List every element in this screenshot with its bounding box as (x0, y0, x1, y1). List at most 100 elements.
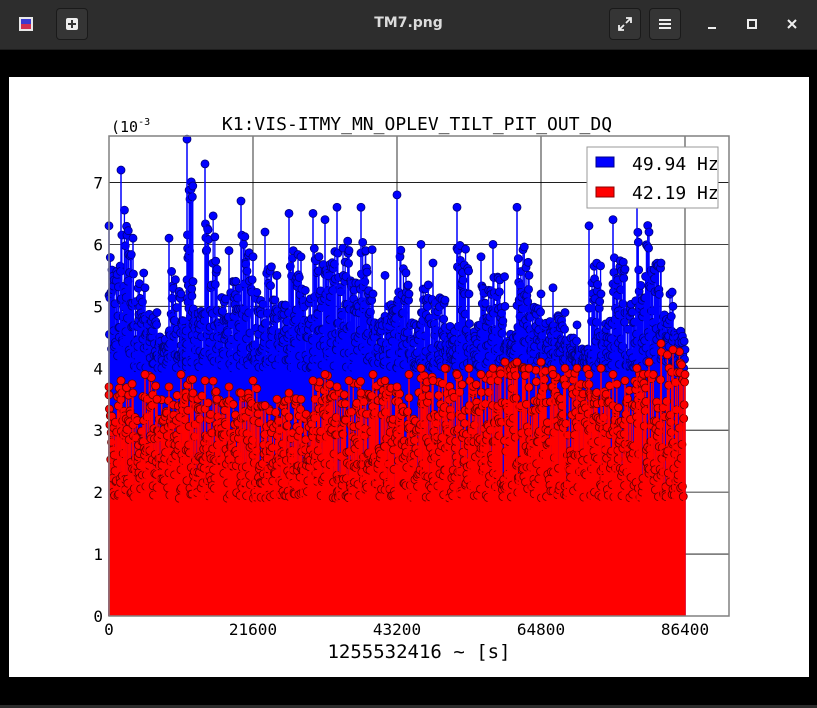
blue-point (423, 280, 433, 290)
blue-peak-point (152, 308, 162, 317)
blue-peak-point (284, 209, 294, 218)
blue-peak-point (608, 215, 618, 225)
blue-point (105, 253, 115, 262)
fullscreen-icon (618, 17, 632, 31)
blue-peak-point (260, 227, 270, 237)
blue-point (654, 289, 664, 299)
menu-icon (659, 19, 671, 29)
blue-peak-point (512, 202, 522, 212)
fullscreen-button[interactable] (609, 8, 641, 40)
red-point (339, 390, 349, 400)
blue-point (595, 297, 605, 306)
blue-peak-point (464, 289, 474, 299)
close-button[interactable] (776, 8, 808, 40)
window-titlebar: TM7.png (0, 0, 817, 50)
blue-peak-point (596, 289, 606, 299)
blue-peak-point (548, 283, 558, 293)
blue-point (358, 237, 368, 247)
blue-peak-point (416, 239, 426, 249)
image-viewer-icon (10, 8, 42, 40)
red-point (228, 400, 238, 409)
blue-peak-point (176, 289, 186, 299)
blue-peak-point (452, 202, 462, 212)
blue-peak-point (164, 233, 174, 243)
blue-peak-point (140, 283, 150, 293)
red-point (496, 369, 506, 379)
blue-peak-point (368, 289, 378, 299)
blue-point (667, 287, 677, 297)
blue-peak-point (380, 270, 390, 280)
red-point (282, 421, 292, 430)
maximize-button[interactable] (736, 8, 768, 40)
blue-peak-point (200, 159, 210, 169)
blue-point (139, 268, 149, 278)
blue-peak-point (500, 301, 510, 311)
blue-peak-point (440, 295, 450, 305)
blue-peak-point (272, 270, 282, 280)
blue-point (267, 262, 276, 272)
blue-peak-point (182, 134, 192, 144)
new-tab-button[interactable] (56, 8, 88, 40)
maximize-icon (747, 19, 757, 29)
red-point (457, 380, 467, 389)
blue-point (309, 244, 319, 253)
blue-peak-point (128, 233, 138, 243)
blue-peak-point (224, 246, 234, 255)
red-point (325, 379, 335, 389)
blue-point (242, 266, 252, 276)
blue-point (211, 256, 221, 266)
blue-point (461, 244, 470, 254)
red-point (151, 381, 161, 391)
red-point (252, 384, 262, 393)
blue-peak-point (572, 320, 582, 330)
blue-point (294, 273, 304, 282)
blue-peak-point (212, 264, 222, 274)
series-42-19-hz (104, 339, 690, 616)
red-point (520, 371, 530, 380)
blue-point (266, 281, 275, 291)
blue-peak-point (656, 258, 666, 268)
red-point (531, 377, 541, 387)
blue-point (523, 257, 533, 267)
window-title: TM7.png (374, 15, 443, 31)
blue-peak-point (344, 246, 354, 255)
blue-peak-point (584, 221, 594, 231)
blue-point (666, 312, 676, 321)
blue-peak-point (188, 277, 198, 286)
blue-peak-point (332, 202, 342, 212)
blue-peak-point (404, 289, 414, 299)
minimize-icon (708, 27, 716, 29)
menu-button[interactable] (649, 8, 681, 40)
plot-image: 0 1 2 3 4 5 6 7 0 21600 43200 64800 86400 K1:VIS-ITM… (9, 77, 809, 677)
blue-point (210, 232, 220, 242)
blue-point (679, 336, 689, 346)
blue-point (202, 245, 212, 255)
red-point (471, 380, 481, 390)
blue-point (367, 245, 377, 255)
new-tab-icon (66, 18, 78, 30)
blue-point (513, 254, 523, 264)
blue-point (300, 286, 310, 295)
red-point (484, 387, 494, 397)
blue-point (247, 275, 257, 285)
blue-point (171, 275, 180, 285)
blue-point (464, 266, 473, 276)
blue-point (401, 268, 411, 278)
minimize-button[interactable] (696, 8, 728, 40)
blue-peak-point (248, 252, 258, 262)
blue-point (343, 236, 353, 246)
blue-point (252, 288, 262, 297)
blue-point (634, 265, 644, 275)
blue-peak-point (308, 209, 318, 218)
blue-point (208, 211, 218, 221)
red-point (511, 371, 521, 380)
blue-point (240, 232, 250, 242)
blue-peak-point (392, 190, 402, 200)
red-point (211, 387, 221, 396)
blue-point (123, 226, 133, 236)
blue-point (519, 242, 529, 252)
blue-peak-point (488, 239, 498, 249)
red-point (188, 374, 197, 384)
blue-peak-point (296, 252, 306, 262)
